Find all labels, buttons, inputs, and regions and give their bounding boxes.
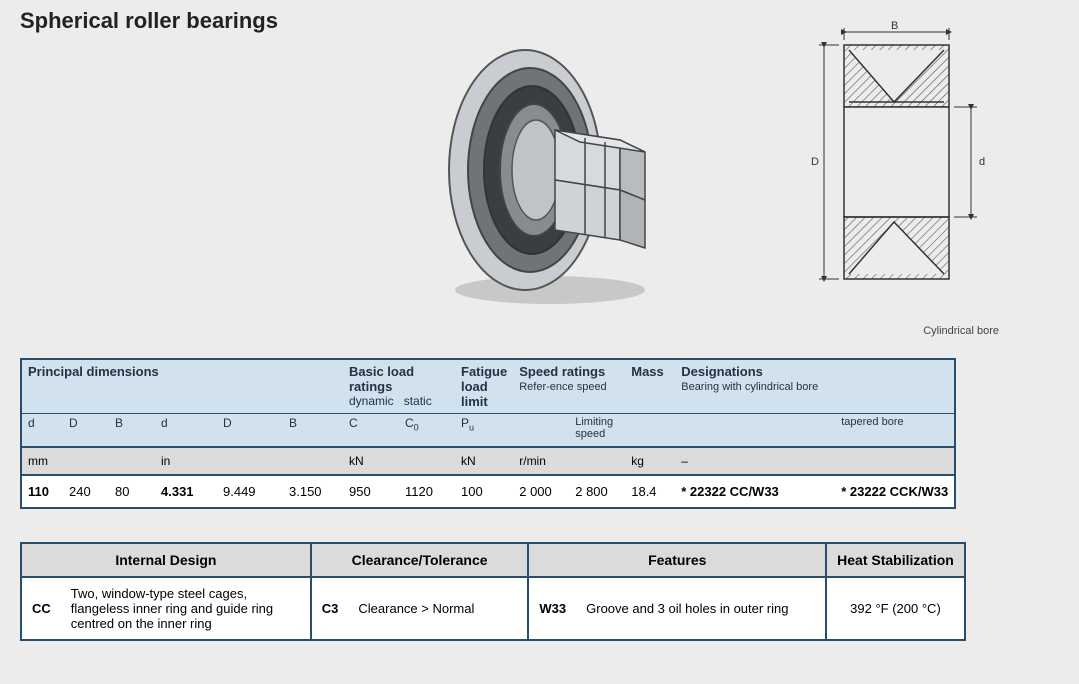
bearing-3d-illustration bbox=[420, 30, 680, 310]
val-D-mm: 240 bbox=[63, 475, 109, 508]
sub-dynamic: dynamic bbox=[349, 394, 394, 408]
unit-dash: – bbox=[675, 447, 955, 475]
val-C: 950 bbox=[343, 475, 399, 508]
unit-kN: kN bbox=[343, 447, 455, 475]
hdr-features: Features bbox=[528, 543, 826, 577]
features-desc: Groove and 3 oil holes in outer ring bbox=[576, 577, 826, 640]
internal-desc: Two, window-type steel cages, flangeless… bbox=[61, 577, 311, 640]
details-header-row: Internal Design Clearance/Tolerance Feat… bbox=[21, 543, 965, 577]
val-mass: 18.4 bbox=[625, 475, 675, 508]
col-B-in: B bbox=[283, 414, 343, 448]
val-B-in: 3.150 bbox=[283, 475, 343, 508]
val-desig-cyl: * 22322 CC/W33 bbox=[675, 475, 835, 508]
dim-label-b: B bbox=[891, 20, 898, 32]
sub-tap-bore: tapered bore bbox=[835, 414, 955, 448]
col-d-in: d bbox=[155, 414, 217, 448]
unit-in: in bbox=[155, 447, 343, 475]
sub-reference: Refer-ence speed bbox=[519, 381, 606, 393]
col-d-mm: d bbox=[21, 414, 63, 448]
group-fatigue: Fatigue load limit bbox=[461, 364, 507, 409]
group-designations: Designations bbox=[681, 364, 763, 379]
col-Pu: Pu bbox=[455, 414, 513, 448]
unit-mm: mm bbox=[21, 447, 155, 475]
hdr-clearance: Clearance/Tolerance bbox=[311, 543, 529, 577]
dim-label-D: D bbox=[811, 156, 819, 168]
spec-table: Principal dimensions Basic load ratings … bbox=[20, 358, 956, 509]
unit-kN2: kN bbox=[455, 447, 513, 475]
val-ref-speed: 2 000 bbox=[513, 475, 569, 508]
dim-label-d: d bbox=[979, 156, 985, 168]
internal-code: CC bbox=[21, 577, 61, 640]
spec-units-row: mm in kN kN r/min kg – bbox=[21, 447, 955, 475]
schematic-caption: Cylindrical bore bbox=[923, 325, 999, 337]
clearance-code: C3 bbox=[311, 577, 349, 640]
val-desig-tap: * 23222 CCK/W33 bbox=[835, 475, 955, 508]
hero-row: B D d Cylindrical bbox=[0, 20, 1079, 340]
col-D-in: D bbox=[217, 414, 283, 448]
val-D-in: 9.449 bbox=[217, 475, 283, 508]
group-mass: Mass bbox=[631, 364, 664, 379]
val-d-mm: 110 bbox=[21, 475, 63, 508]
group-principal: Principal dimensions bbox=[28, 364, 159, 379]
val-C0: 1120 bbox=[399, 475, 455, 508]
sub-limiting: Limiting speed bbox=[569, 414, 625, 448]
unit-rmin: r/min bbox=[513, 447, 625, 475]
clearance-desc: Clearance > Normal bbox=[348, 577, 528, 640]
details-table: Internal Design Clearance/Tolerance Feat… bbox=[20, 542, 966, 641]
group-basic-load: Basic load ratings bbox=[349, 364, 414, 394]
sub-cyl-bore: Bearing with cylindrical bore bbox=[681, 381, 818, 393]
val-d-in: 4.331 bbox=[155, 475, 217, 508]
col-D-mm: D bbox=[63, 414, 109, 448]
bearing-schematic: B D d bbox=[799, 20, 1049, 320]
hdr-heat: Heat Stabilization bbox=[826, 543, 965, 577]
heat-value: 392 °F (200 °C) bbox=[826, 577, 965, 640]
spec-header-row: Principal dimensions Basic load ratings … bbox=[21, 359, 955, 414]
col-B-mm: B bbox=[109, 414, 155, 448]
col-C: C bbox=[343, 414, 399, 448]
unit-kg: kg bbox=[625, 447, 675, 475]
val-B-mm: 80 bbox=[109, 475, 155, 508]
details-data-row: CC Two, window-type steel cages, flangel… bbox=[21, 577, 965, 640]
spec-data-row: 110 240 80 4.331 9.449 3.150 950 1120 10… bbox=[21, 475, 955, 508]
features-code: W33 bbox=[528, 577, 576, 640]
col-C0: C0 bbox=[399, 414, 455, 448]
spec-subhead-row: d D B d D B C C0 Pu Limiting speed taper… bbox=[21, 414, 955, 448]
sub-static: static bbox=[404, 394, 432, 408]
val-Pu: 100 bbox=[455, 475, 513, 508]
val-lim-speed: 2 800 bbox=[569, 475, 625, 508]
group-speed: Speed ratings bbox=[519, 364, 605, 379]
hdr-internal: Internal Design bbox=[21, 543, 311, 577]
